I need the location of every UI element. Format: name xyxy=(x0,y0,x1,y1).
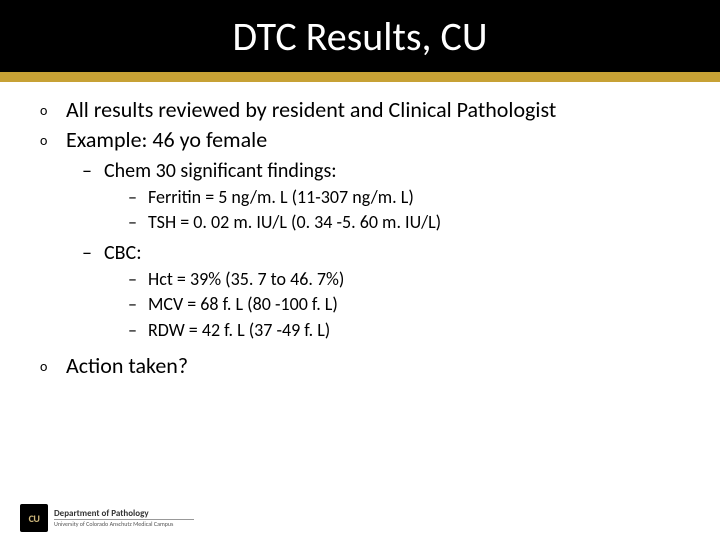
bullet-marker-dash: – xyxy=(128,268,148,290)
title-bar: DTC Results, CU xyxy=(0,0,720,72)
bullet-level-2: – MCV = 68 f. L (80 -100 f. L) xyxy=(128,293,680,316)
bullet-text: All results reviewed by resident and Cli… xyxy=(66,96,556,124)
bullet-text: Ferritin = 5 ng/m. L (11-307 ng/m. L) xyxy=(148,186,414,209)
bullet-marker-dash: – xyxy=(128,319,148,341)
bullet-level-0: o Action taken? xyxy=(40,352,680,380)
bullet-text: TSH = 0. 02 m. IU/L (0. 34 -5. 60 m. IU/… xyxy=(148,211,441,234)
bullet-level-1: – CBC: xyxy=(82,241,680,266)
gold-accent-bar xyxy=(0,72,720,82)
bullet-level-2: – RDW = 42 f. L (37 -49 f. L) xyxy=(128,319,680,342)
bullet-level-0: o All results reviewed by resident and C… xyxy=(40,96,680,124)
slide-title: DTC Results, CU xyxy=(232,12,487,61)
footer-logo: CU Department of Pathology University of… xyxy=(20,504,194,532)
cu-badge-icon: CU xyxy=(20,504,48,532)
bullet-marker-dash: – xyxy=(82,241,104,265)
bullet-text: Hct = 39% (35. 7 to 46. 7%) xyxy=(148,268,344,291)
bullet-text: MCV = 68 f. L (80 -100 f. L) xyxy=(148,293,338,316)
bullet-text: Example: 46 yo female xyxy=(66,126,267,154)
bullet-marker-o: o xyxy=(40,126,66,149)
bullet-marker-o: o xyxy=(40,352,66,375)
bullet-level-0: o Example: 46 yo female xyxy=(40,126,680,154)
bullet-text: Action taken? xyxy=(66,352,188,380)
bullet-text: RDW = 42 f. L (37 -49 f. L) xyxy=(148,319,330,342)
bullet-marker-o: o xyxy=(40,96,66,119)
bullet-marker-dash: – xyxy=(82,159,104,183)
footer-dept: Department of Pathology xyxy=(54,509,194,518)
bullet-level-1: – Chem 30 significant findings: xyxy=(82,159,680,184)
bullet-marker-dash: – xyxy=(128,186,148,208)
bullet-level-2: – TSH = 0. 02 m. IU/L (0. 34 -5. 60 m. I… xyxy=(128,211,680,234)
bullet-marker-dash: – xyxy=(128,293,148,315)
bullet-text: Chem 30 significant findings: xyxy=(104,159,337,184)
footer-org: University of Colorado Anschutz Medical … xyxy=(54,521,194,527)
cu-badge-text: CU xyxy=(29,512,40,525)
bullet-level-2: – Hct = 39% (35. 7 to 46. 7%) xyxy=(128,268,680,291)
slide-header: DTC Results, CU xyxy=(0,0,720,82)
bullet-level-2: – Ferritin = 5 ng/m. L (11-307 ng/m. L) xyxy=(128,186,680,209)
slide-body: o All results reviewed by resident and C… xyxy=(0,82,720,391)
bullet-marker-dash: – xyxy=(128,211,148,233)
bullet-text: CBC: xyxy=(104,241,142,266)
footer-text: Department of Pathology University of Co… xyxy=(54,509,194,527)
